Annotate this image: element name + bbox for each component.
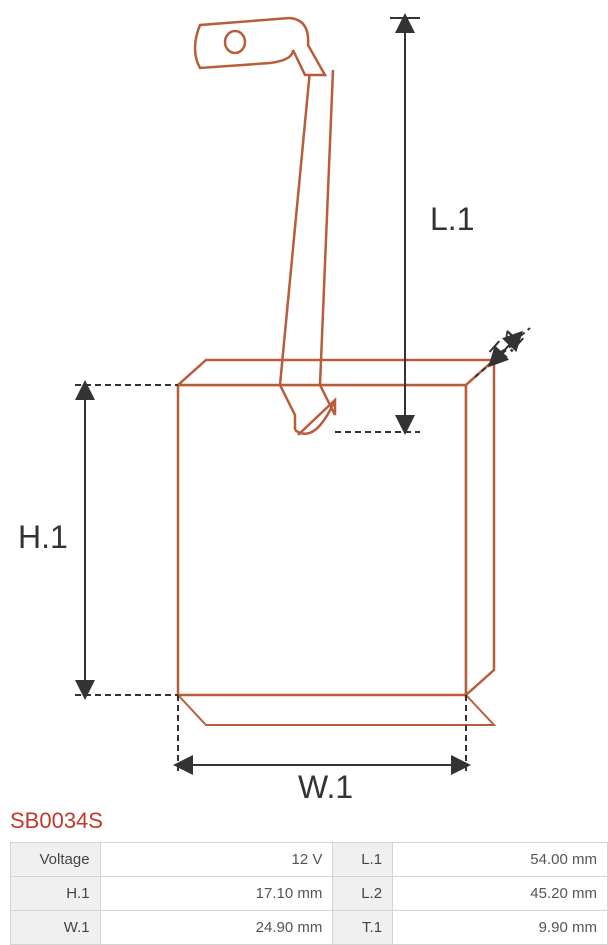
technical-diagram: L.1 T.1 H.1 W.1 <box>0 0 608 808</box>
spec-label: L.1 <box>333 843 393 877</box>
table-row: H.1 17.10 mm L.2 45.20 mm <box>11 877 608 911</box>
label-height: H.1 <box>18 519 68 555</box>
brush-diagram-svg: L.1 T.1 H.1 W.1 <box>0 0 608 808</box>
label-width: W.1 <box>298 769 353 805</box>
label-length: L.1 <box>430 201 474 237</box>
spec-value: 24.90 mm <box>100 911 333 945</box>
spec-value: 17.10 mm <box>100 877 333 911</box>
spec-label: W.1 <box>11 911 101 945</box>
table-row: Voltage 12 V L.1 54.00 mm <box>11 843 608 877</box>
spec-label: T.1 <box>333 911 393 945</box>
spec-label: L.2 <box>333 877 393 911</box>
table-row: W.1 24.90 mm T.1 9.90 mm <box>11 911 608 945</box>
spec-value: 9.90 mm <box>393 911 608 945</box>
spec-label: Voltage <box>11 843 101 877</box>
spec-label: H.1 <box>11 877 101 911</box>
spec-value: 45.20 mm <box>393 877 608 911</box>
part-number: SB0034S <box>0 808 608 842</box>
spec-value: 54.00 mm <box>393 843 608 877</box>
spec-value: 12 V <box>100 843 333 877</box>
specifications-table: Voltage 12 V L.1 54.00 mm H.1 17.10 mm L… <box>10 842 608 945</box>
